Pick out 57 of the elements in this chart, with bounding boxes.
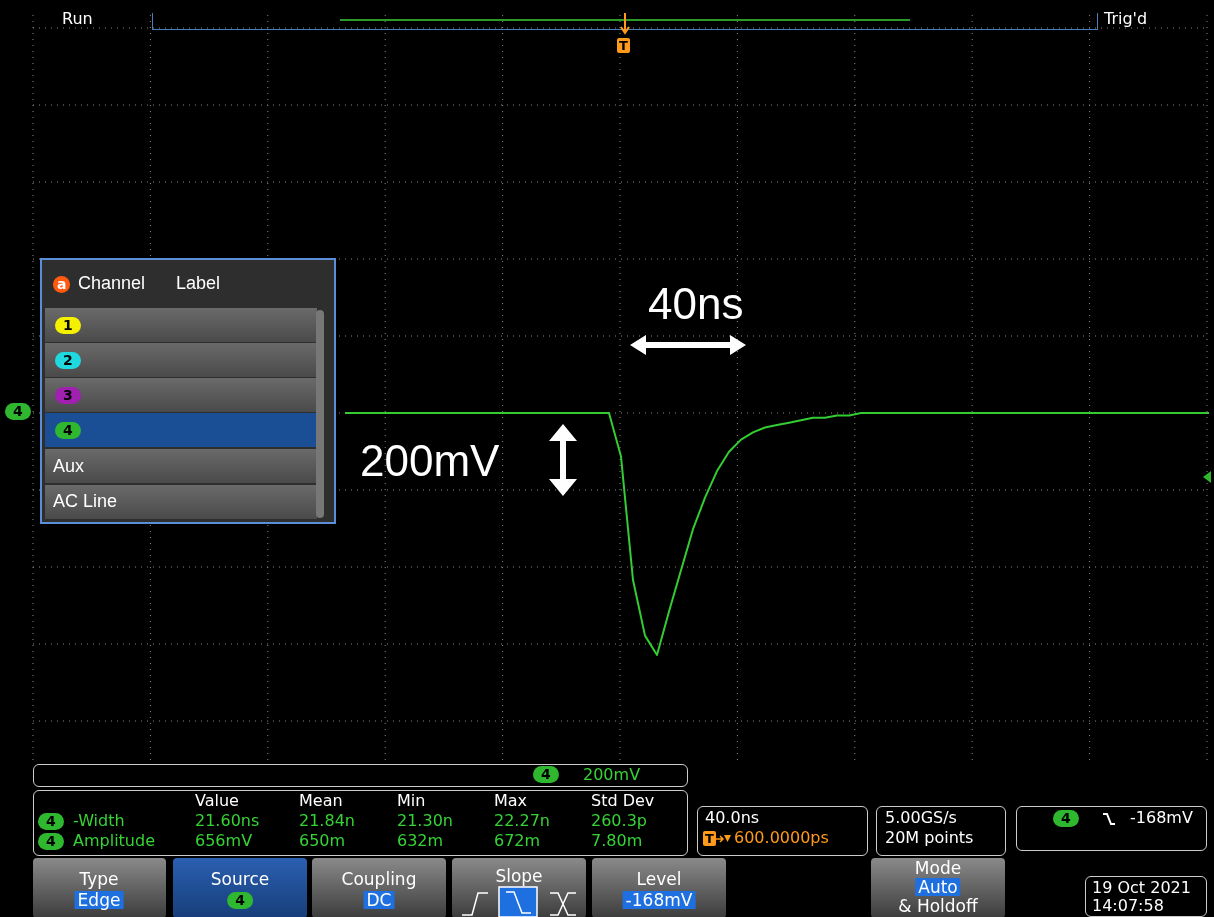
text: Min [397,791,426,810]
text: & Holdoff [898,896,978,916]
text: 1 [55,317,81,334]
text: DC [363,890,395,910]
text: Channel [78,273,146,293]
text: 632m [397,831,444,850]
text: Edge [74,890,124,910]
text: 4 [227,892,253,909]
text: 600.0000ps [734,828,829,847]
text: Aux [53,456,85,476]
text: Type [79,869,119,889]
text: Source [210,869,270,889]
text: 4 [38,833,64,850]
text: 21.30n [397,811,453,830]
text: 2 [55,352,81,369]
text: 672m [494,831,541,850]
text: -Width [73,811,125,830]
text: Run [62,9,93,28]
text: Mode [914,858,962,878]
text: 4 [55,422,81,439]
text: 650m [299,831,346,850]
text: 7.80m [591,831,643,850]
text: 4 [533,766,559,783]
text: 40ns [648,279,744,328]
text: Amplitude [73,831,155,850]
text: -168mV [1130,808,1193,827]
text: T [703,831,716,846]
text: Label [176,273,221,293]
text: Std Dev [591,791,655,810]
text: 4 [38,813,64,830]
text: T [617,38,630,53]
text: 200mV [583,765,641,784]
text: Value [195,791,239,810]
text: 21.60ns [195,811,260,830]
text: 5.00GS/s [885,808,957,827]
text: 40.0ns [705,808,760,827]
text: 4 [1053,810,1079,827]
text: 22.27n [494,811,550,830]
text: 14:07:58 [1092,896,1164,915]
annotation: 200mV [360,436,500,485]
text: Max [494,791,528,810]
text: Trig'd [1104,9,1148,28]
text: Auto [915,877,961,897]
text: -168mV [622,890,696,910]
text: Coupling [341,869,417,889]
text: 19 Oct 2021 [1092,878,1191,897]
text: AC Line [53,491,118,511]
text: 656mV [195,831,253,850]
text: 260.3p [591,811,647,830]
text: Mean [299,791,343,810]
text: Slope [495,866,543,886]
text: 20M points [885,828,974,847]
text: 3 [55,387,81,404]
text: a [53,276,71,293]
text: Level [636,869,682,889]
text: 4 [5,403,31,420]
text: 21.84n [299,811,355,830]
